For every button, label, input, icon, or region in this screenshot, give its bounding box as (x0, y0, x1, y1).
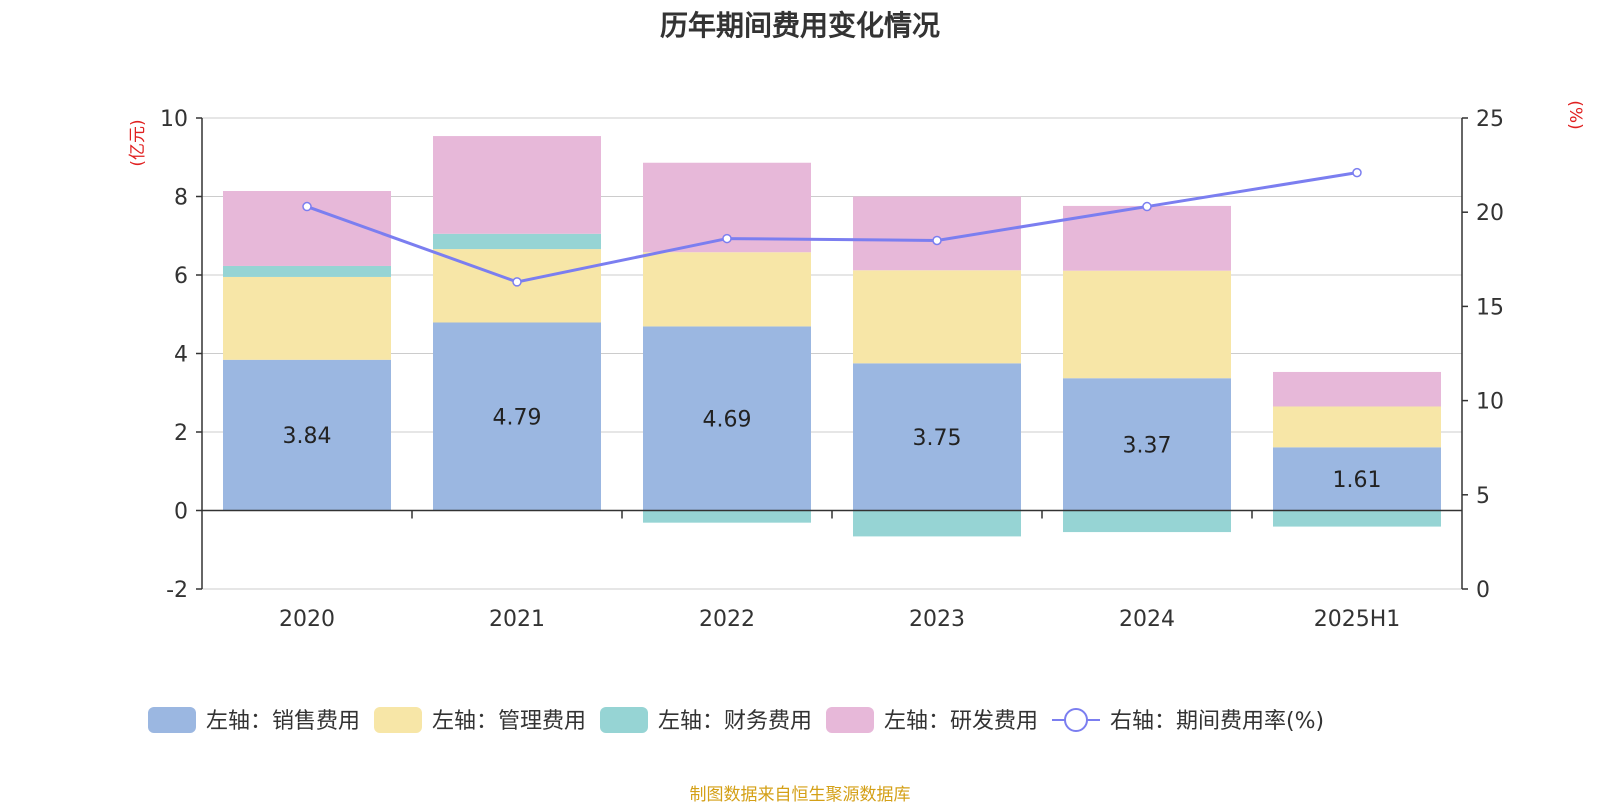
bar-segment (853, 510, 1021, 537)
x-tick-label: 2022 (699, 607, 755, 632)
right-tick-label: 0 (1476, 578, 1490, 603)
bar-segment (223, 265, 391, 277)
bar-segment (853, 363, 1021, 511)
data-label: 3.37 (1123, 433, 1172, 458)
left-tick-label: 4 (174, 343, 188, 368)
bar-segment (433, 322, 601, 511)
left-tick-label: 2 (174, 421, 188, 446)
left-tick-label: 8 (174, 186, 188, 211)
right-tick-label: 15 (1476, 295, 1504, 320)
source-footer: 制图数据来自恒生聚源数据库 (689, 785, 911, 805)
rate-point (1352, 167, 1362, 178)
legend-label: 右轴：期间费用率(%) (1110, 709, 1324, 734)
right-tick-label: 5 (1476, 484, 1490, 509)
bar-segment (1273, 371, 1441, 407)
right-tick-label: 25 (1476, 107, 1504, 132)
rate-point (1142, 201, 1152, 212)
data-label: 1.61 (1333, 468, 1382, 493)
bar-segment (1273, 510, 1441, 527)
data-label: 4.79 (493, 405, 542, 430)
legend-swatch (374, 707, 422, 733)
x-tick-label: 2023 (909, 607, 965, 632)
chart-title: 历年期间费用变化情况 (659, 9, 940, 42)
bar-segment (643, 252, 811, 327)
left-axis-unit: (亿元) (128, 119, 148, 166)
bar-segment (1273, 447, 1441, 511)
right-tick-label: 10 (1476, 390, 1504, 415)
bar-segment (223, 359, 391, 511)
right-axis-unit: (%) (1565, 100, 1585, 129)
legend-label: 左轴：研发费用 (884, 709, 1038, 734)
legend-swatch (148, 707, 196, 733)
data-label: 3.84 (283, 424, 332, 449)
legend-label: 左轴：销售费用 (206, 709, 360, 734)
bar-segment (853, 196, 1021, 271)
x-tick-label: 2024 (1119, 607, 1175, 632)
x-tick-label: 2021 (489, 607, 545, 632)
rate-point (722, 233, 732, 244)
rate-line (306, 171, 1358, 284)
legend-swatch (600, 707, 648, 733)
rate-point (932, 235, 942, 246)
bar-segment (1063, 270, 1231, 379)
bar-segment (1273, 406, 1441, 448)
legend-label: 左轴：管理费用 (432, 709, 586, 734)
legend-marker (1064, 708, 1088, 732)
bar-segment (433, 136, 601, 234)
rate-point (302, 201, 312, 212)
bar-segment (1063, 378, 1231, 511)
left-tick-label: 10 (160, 107, 188, 132)
left-tick-label: 6 (174, 264, 188, 289)
legend-swatch (826, 707, 874, 733)
bar-segment (1063, 510, 1231, 533)
bar-segment (433, 233, 601, 250)
data-label: 3.75 (913, 426, 962, 451)
legend-label: 左轴：财务费用 (658, 709, 812, 734)
bar-segment (223, 276, 391, 360)
bar-segment (643, 510, 811, 523)
right-tick-label: 20 (1476, 201, 1504, 226)
bar-segment (643, 326, 811, 511)
bar-segment (853, 270, 1021, 364)
data-label: 4.69 (703, 407, 752, 432)
x-tick-label: 2025H1 (1314, 607, 1401, 632)
x-tick-label: 2020 (279, 607, 335, 632)
rate-point (512, 277, 522, 287)
left-tick-label: -2 (166, 578, 188, 603)
left-tick-label: 0 (174, 500, 188, 525)
